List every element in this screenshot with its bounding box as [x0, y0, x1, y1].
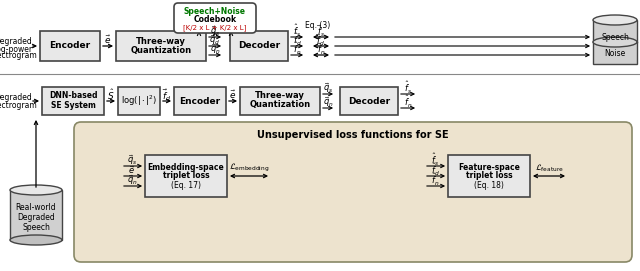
Text: $\hat{f}_d$: $\hat{f}_d$	[431, 162, 440, 178]
Bar	[42, 87, 104, 115]
Text: $\vec{q}_d$: $\vec{q}_d$	[209, 33, 221, 47]
Bar	[118, 87, 160, 115]
Text: Quantization: Quantization	[250, 101, 310, 109]
Text: Real-world: Real-world	[16, 202, 56, 211]
Text: Degraded: Degraded	[17, 212, 55, 221]
Bar	[230, 31, 288, 61]
Text: Feature-space: Feature-space	[458, 163, 520, 172]
Text: Speech: Speech	[22, 222, 50, 231]
Text: $\vec{q}_n$: $\vec{q}_n$	[210, 42, 220, 56]
Text: spectrogram: spectrogram	[0, 101, 37, 109]
Text: Speech+Noise: Speech+Noise	[184, 8, 246, 17]
Bar	[448, 155, 530, 197]
Ellipse shape	[10, 235, 62, 245]
Text: $\vec{e}$: $\vec{e}$	[104, 34, 112, 46]
Text: $\hat{f}_n$: $\hat{f}_n$	[293, 41, 301, 57]
Text: $\vec{q}_n$: $\vec{q}_n$	[323, 95, 333, 109]
Bar	[174, 87, 226, 115]
Text: $\mathcal{L}_{\rm feature}$: $\mathcal{L}_{\rm feature}$	[534, 162, 563, 174]
Text: $\log(|\cdot|^2)$: $\log(|\cdot|^2)$	[121, 94, 157, 108]
Text: $\vec{q}_s$: $\vec{q}_s$	[127, 153, 137, 167]
Bar	[40, 31, 100, 61]
Text: $\hat{f}_s$: $\hat{f}_s$	[431, 152, 439, 168]
FancyBboxPatch shape	[174, 3, 256, 33]
Text: Speech: Speech	[601, 33, 629, 41]
Text: [K/2 x L + K/2 x L]: [K/2 x L + K/2 x L]	[183, 25, 246, 31]
Text: $\vec{f}_d$: $\vec{f}_d$	[316, 32, 326, 48]
Text: $\hat{S}$: $\hat{S}$	[108, 88, 115, 102]
Bar	[145, 155, 227, 197]
Text: SE System: SE System	[51, 101, 95, 109]
Bar	[10, 190, 62, 240]
Text: $\vec{e}$: $\vec{e}$	[129, 164, 136, 176]
Text: Unsupervised loss functions for SE: Unsupervised loss functions for SE	[257, 130, 449, 140]
Ellipse shape	[593, 15, 637, 25]
Text: $\hat{f}_s$: $\hat{f}_s$	[404, 80, 412, 96]
Text: $\vec{q}_s$: $\vec{q}_s$	[323, 81, 333, 95]
Text: Decoder: Decoder	[348, 96, 390, 105]
Text: $\vec{f}_s$: $\vec{f}_s$	[317, 23, 325, 39]
Text: $\hat{f}_n$: $\hat{f}_n$	[404, 94, 412, 110]
Text: Three-way: Three-way	[136, 37, 186, 47]
Text: Embedding-space: Embedding-space	[148, 163, 225, 172]
Text: Noise: Noise	[604, 49, 626, 57]
Text: DNN-based: DNN-based	[49, 92, 97, 101]
Text: triplet loss: triplet loss	[163, 172, 209, 180]
Text: $\hat{f}_n$: $\hat{f}_n$	[431, 172, 439, 188]
Text: Codebook: Codebook	[193, 15, 237, 24]
Text: spectrogram: spectrogram	[0, 51, 37, 60]
Text: Eq. (3): Eq. (3)	[305, 21, 331, 31]
Text: $\mathcal{L}_{\rm embedding}$: $\mathcal{L}_{\rm embedding}$	[228, 162, 269, 174]
Bar	[240, 87, 320, 115]
Text: (Eq. 17): (Eq. 17)	[171, 182, 201, 191]
Text: $\vec{q}_n$: $\vec{q}_n$	[127, 173, 138, 187]
Text: $\vec{q}_s$: $\vec{q}_s$	[210, 24, 220, 38]
Ellipse shape	[10, 185, 62, 195]
Text: $\vec{f}_d$: $\vec{f}_d$	[162, 87, 172, 103]
Text: log-power: log-power	[0, 44, 32, 53]
Text: Quantization: Quantization	[131, 46, 191, 54]
Bar	[116, 31, 206, 61]
Text: $\vec{e}$: $\vec{e}$	[229, 89, 237, 101]
Text: $\vec{f}_n$: $\vec{f}_n$	[317, 41, 325, 57]
Text: $\hat{f}_d$: $\hat{f}_d$	[292, 32, 301, 48]
FancyBboxPatch shape	[74, 122, 632, 262]
Text: Degraded: Degraded	[0, 92, 32, 102]
Text: Three-way: Three-way	[255, 92, 305, 101]
Text: $\hat{f}_s$: $\hat{f}_s$	[293, 23, 301, 39]
Text: (Eq. 18): (Eq. 18)	[474, 182, 504, 191]
Text: Encoder: Encoder	[179, 96, 221, 105]
Ellipse shape	[593, 37, 637, 47]
Text: triplet loss: triplet loss	[466, 172, 512, 180]
Bar	[593, 20, 637, 64]
Text: Encoder: Encoder	[49, 41, 91, 50]
Text: Decoder: Decoder	[238, 41, 280, 50]
Text: Degraded: Degraded	[0, 37, 32, 47]
Bar	[340, 87, 398, 115]
